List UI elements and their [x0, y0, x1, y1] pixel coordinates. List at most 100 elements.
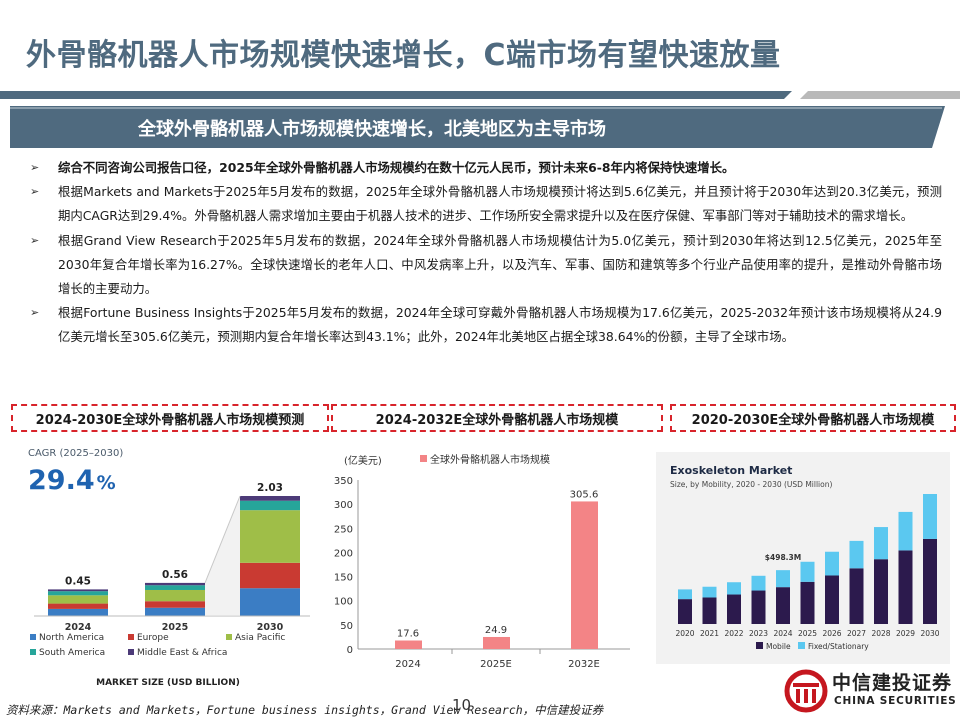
gvr-category-label: 2020 — [675, 629, 694, 638]
chart-fortune-business-insights: (亿美元) 全球外骨骼机器人市场规模 0 50 100 150 200 250 300 350 17… — [334, 453, 630, 670]
cagr-value: 29.4 — [28, 465, 95, 496]
mm-legend-label: South America — [39, 648, 105, 658]
mm-legend-swatch — [30, 634, 36, 640]
gvr-annotation: $498.3M — [765, 553, 801, 562]
gvr-bar-segment — [727, 582, 741, 595]
gvr-legend-swatch — [756, 642, 763, 649]
logo-text-cn: 中信建投证券 — [832, 672, 953, 694]
mm-bar-segment — [240, 588, 300, 616]
gvr-legend-label: Fixed/Stationary — [808, 642, 869, 651]
cagr-unit: % — [97, 472, 116, 494]
bullet-item: 根据Markets and Markets于2025年5月发布的数据，2025年… — [30, 180, 942, 228]
mm-bar-segment — [48, 608, 108, 616]
fbi-legend-swatch — [420, 455, 427, 462]
bullet-item: 综合不同咨询公司报告口径，2025年全球外骨骼机器人市场规模约在数十亿元人民币，… — [30, 156, 942, 180]
mm-bar-segment — [145, 585, 205, 590]
gvr-bar-segment — [678, 589, 692, 600]
gvr-bar-segment — [727, 594, 741, 624]
gvr-category-label: 2030 — [920, 629, 939, 638]
gvr-category-label: 2023 — [749, 629, 768, 638]
gvr-bar-segment — [898, 550, 913, 624]
mm-xlabel: MARKET SIZE (USD BILLION) — [96, 678, 240, 688]
fbi-ytick-label: 150 — [334, 573, 353, 584]
mm-total-label: 2.03 — [257, 482, 283, 494]
gvr-legend-label: Mobile — [766, 642, 791, 651]
mm-bar-segment — [145, 607, 205, 616]
gvr-bar-segment — [678, 599, 692, 624]
page-title: 外骨骼机器人市场规模快速增长，C端市场有望快速放量 — [26, 38, 781, 73]
gvr-category-label: 2026 — [822, 629, 841, 638]
fbi-ylabel: (亿美元) — [344, 454, 382, 467]
fbi-ytick-label: 100 — [334, 597, 353, 608]
gvr-category-label: 2022 — [724, 629, 743, 638]
mm-legend-swatch — [128, 634, 134, 640]
mm-bar-segment — [145, 589, 205, 602]
mm-bar-segment — [48, 591, 108, 596]
gvr-title: Exoskeleton Market — [670, 464, 792, 477]
bullet-item: 根据Fortune Business Insights于2025年5月发布的数据… — [30, 301, 942, 349]
mm-total-label: 0.56 — [162, 569, 188, 581]
mm-legend-label: Middle East & Africa — [137, 648, 227, 658]
mm-total-label: 0.45 — [65, 575, 91, 587]
section-banner — [10, 106, 945, 148]
fbi-category-label: 2024 — [395, 659, 420, 670]
mm-legend-swatch — [128, 649, 134, 655]
gvr-bar-segment — [849, 540, 864, 569]
fbi-ytick-label: 0 — [347, 645, 353, 656]
mm-category-label: 2030 — [257, 622, 284, 633]
gvr-bar-segment — [849, 568, 864, 624]
fbi-ytick-label: 200 — [334, 548, 353, 559]
fbi-ytick-label: 350 — [334, 476, 353, 487]
gvr-bar-segment — [776, 570, 790, 588]
gvr-legend-swatch — [798, 642, 805, 649]
gvr-bar-segment — [751, 590, 766, 624]
fbi-ytick-label: 250 — [334, 524, 353, 535]
chart-header-fbi: 2024-2032E全球外骨骼机器人市场规模 — [331, 404, 663, 432]
fbi-bar — [395, 640, 422, 649]
gvr-bar-segment — [776, 587, 790, 624]
gvr-category-label: 2024 — [773, 629, 792, 638]
mm-category-label: 2024 — [65, 622, 92, 633]
fbi-bar — [483, 636, 510, 649]
gvr-bar-segment — [702, 597, 717, 624]
chart-grand-view-research: Exoskeleton Market Size, by Mobility, 202… — [656, 452, 950, 664]
gvr-category-label: 2025 — [798, 629, 817, 638]
fbi-data-label: 17.6 — [397, 629, 419, 640]
gvr-bar-segment — [898, 511, 913, 551]
bullet-list: 综合不同咨询公司报告口径，2025年全球外骨骼机器人市场规模约在数十亿元人民币，… — [30, 156, 942, 350]
gvr-subtitle: Size, by Mobility, 2020 - 2030 (USD Mill… — [670, 480, 832, 489]
fbi-ytick-label: 50 — [340, 621, 353, 632]
chart-header-gvr: 2020-2030E全球外骨骼机器人市场规模 — [670, 404, 956, 432]
mm-growth-shade — [205, 496, 240, 616]
gvr-bar-segment — [874, 527, 888, 560]
gvr-bar-segment — [702, 586, 717, 598]
mm-bar-segment — [48, 595, 108, 604]
mm-bar-segment — [240, 562, 300, 589]
mm-bar-segment — [240, 500, 300, 511]
china-securities-logo-icon — [784, 669, 828, 713]
gvr-bar-segment — [800, 561, 815, 582]
gvr-category-label: 2027 — [847, 629, 866, 638]
fbi-data-label: 24.9 — [485, 625, 507, 636]
fbi-data-label: 305.6 — [570, 489, 599, 500]
mm-bar-segment — [48, 603, 108, 609]
mm-legend-swatch — [30, 649, 36, 655]
mm-legend-swatch — [226, 634, 232, 640]
gvr-bar-segment — [923, 538, 937, 624]
fbi-category-label: 2032E — [568, 659, 600, 670]
bullet-item: 根据Grand View Research于2025年5月发布的数据，2024年… — [30, 229, 942, 302]
fbi-bar — [571, 501, 598, 649]
gvr-category-label: 2028 — [871, 629, 890, 638]
gvr-bar-segment — [751, 575, 766, 591]
mm-bar-segment — [145, 601, 205, 608]
mm-legend-label: Europe — [137, 633, 169, 643]
chart-header-mm: 2024-2030E全球外骨骼机器人市场规模预测 — [11, 404, 329, 432]
page-number: 10 — [452, 696, 472, 714]
mm-legend-label: North America — [39, 633, 104, 643]
mm-growth-line — [204, 495, 241, 584]
title-rule — [0, 91, 960, 99]
gvr-bar-segment — [800, 581, 815, 624]
mm-bar-segment — [240, 510, 300, 563]
fbi-legend-label: 全球外骨骼机器人市场规模 — [430, 453, 550, 466]
gvr-category-label: 2029 — [896, 629, 915, 638]
